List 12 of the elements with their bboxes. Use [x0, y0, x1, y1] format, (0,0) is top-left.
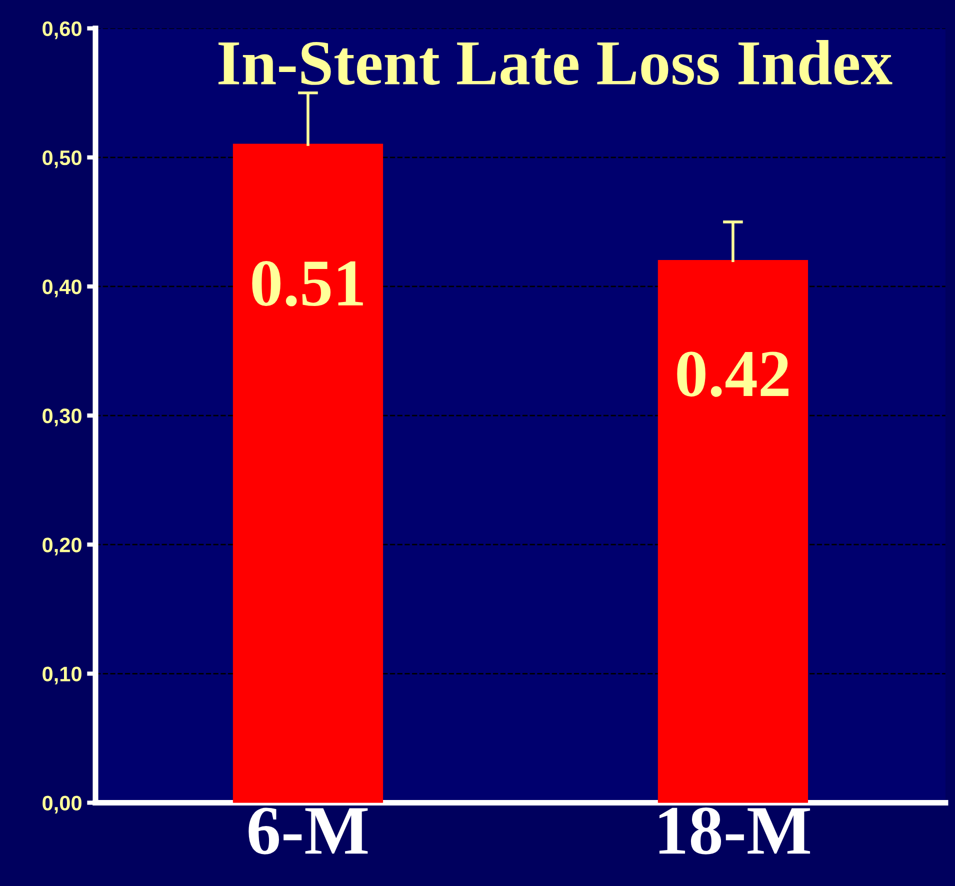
chart-title: In-Stent Late Loss Index — [218, 40, 892, 85]
y-tick-label: 0,20 — [42, 538, 82, 556]
y-tick-label: 0,30 — [42, 408, 82, 426]
data-label: 0.51 — [252, 261, 363, 306]
y-tick-label: 0,50 — [42, 150, 82, 168]
y-tick-label: 0,60 — [42, 21, 82, 40]
x-tick-label: 6-M — [248, 808, 368, 854]
y-tick-label: 0,10 — [42, 666, 82, 684]
data-label: 0.42 — [677, 352, 788, 397]
y-tick-label: 0,00 — [42, 796, 82, 814]
y-tick-label: 0,40 — [42, 279, 82, 298]
x-tick-label: 18-M — [659, 808, 810, 854]
